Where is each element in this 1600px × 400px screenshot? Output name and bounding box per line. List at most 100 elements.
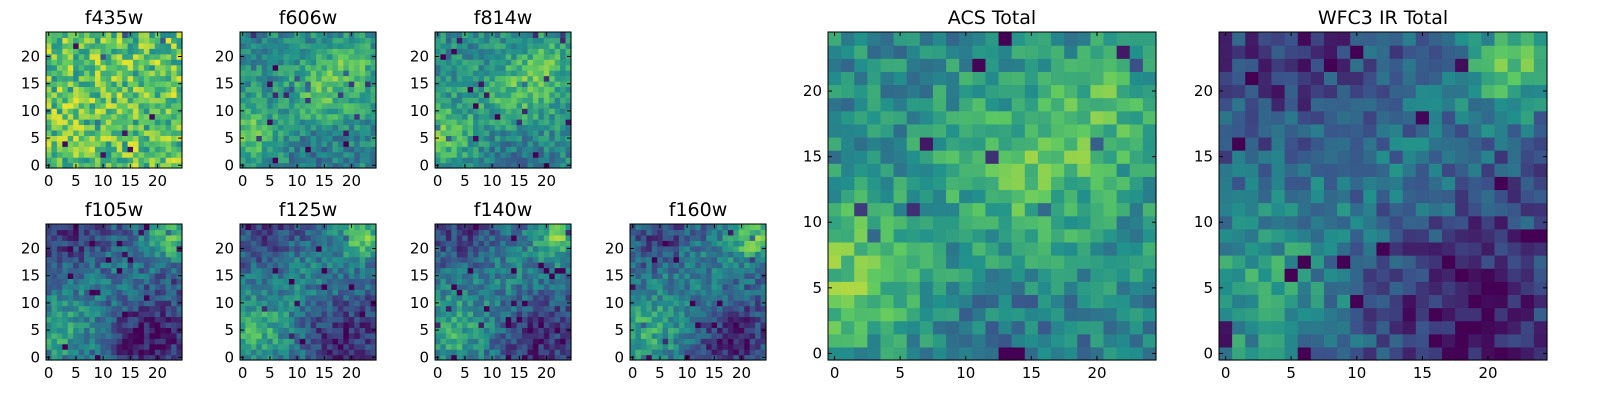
heatmap-cell xyxy=(56,256,63,263)
heatmap-cell xyxy=(538,124,545,131)
heatmap-cell xyxy=(84,294,91,301)
heatmap-cell xyxy=(283,37,290,44)
heatmap-cell xyxy=(554,305,561,312)
heatmap-cell xyxy=(250,75,257,82)
heatmap-cell xyxy=(46,91,53,98)
heatmap-cell xyxy=(760,224,767,231)
heatmap-cell xyxy=(972,202,987,217)
heatmap-cell xyxy=(511,229,518,236)
heatmap-cell xyxy=(370,349,377,356)
heatmap-cell xyxy=(283,32,290,39)
heatmap-cell xyxy=(299,305,306,312)
heatmap-cell xyxy=(165,124,172,131)
heatmap-cell xyxy=(305,245,312,252)
heatmap-cell xyxy=(105,86,112,93)
heatmap-cell xyxy=(500,224,507,231)
heatmap-cell xyxy=(250,146,257,153)
heatmap-cell xyxy=(467,70,474,77)
heatmap-cell xyxy=(516,294,523,301)
heatmap-cell xyxy=(116,53,123,60)
heatmap-cell xyxy=(473,53,480,60)
heatmap-cell xyxy=(84,245,91,252)
heatmap-cell xyxy=(143,294,150,301)
heatmap-cell xyxy=(365,305,372,312)
heatmap-cell xyxy=(516,48,523,55)
heatmap-cell xyxy=(359,349,366,356)
heatmap-cell xyxy=(489,262,496,269)
heatmap-cell xyxy=(673,354,680,361)
heatmap-cell xyxy=(359,234,366,241)
heatmap-cell xyxy=(316,289,323,296)
heatmap-cell xyxy=(462,234,469,241)
heatmap-cell xyxy=(288,332,295,339)
heatmap-cell xyxy=(554,245,561,252)
heatmap-cell xyxy=(138,129,145,136)
heatmap-cell xyxy=(565,224,572,231)
heatmap-cell xyxy=(250,289,257,296)
heatmap-cell xyxy=(630,262,637,269)
heatmap-cell xyxy=(760,343,767,350)
heatmap-cell xyxy=(365,262,372,269)
heatmap-cell xyxy=(370,70,377,77)
heatmap-cell xyxy=(706,316,713,323)
heatmap-cell xyxy=(478,48,485,55)
heatmap-cell xyxy=(711,262,718,269)
heatmap-cell xyxy=(689,272,696,279)
heatmap-cell xyxy=(1116,255,1131,269)
heatmap-cell xyxy=(500,278,507,285)
heatmap-cell xyxy=(89,102,96,109)
heatmap-cell xyxy=(337,262,344,269)
heatmap-cell xyxy=(635,294,642,301)
heatmap-cell xyxy=(1037,255,1052,269)
heatmap-cell xyxy=(171,278,178,285)
heatmap-cell xyxy=(316,338,323,345)
heatmap-cell xyxy=(500,157,507,164)
heatmap-cell xyxy=(668,300,675,307)
heatmap-cell xyxy=(505,294,512,301)
heatmap-cell xyxy=(310,162,317,169)
heatmap-cell xyxy=(538,234,545,241)
heatmap-cell xyxy=(62,64,69,71)
heatmap-cell xyxy=(332,305,339,312)
heatmap-cell xyxy=(51,37,58,44)
heatmap-cell xyxy=(706,343,713,350)
heatmap-cell xyxy=(516,64,523,71)
heatmap-cell xyxy=(456,245,463,252)
heatmap-cell xyxy=(288,224,295,231)
heatmap-cell xyxy=(760,321,767,328)
heatmap-cell xyxy=(149,354,156,361)
heatmap-cell xyxy=(727,272,734,279)
heatmap-cell xyxy=(46,267,53,274)
heatmap-cell xyxy=(299,283,306,290)
heatmap-cell xyxy=(451,311,458,318)
heatmap-cell xyxy=(972,268,987,282)
heatmap-cell xyxy=(143,140,150,147)
heatmap-cell xyxy=(116,48,123,55)
heatmap-cell xyxy=(261,162,268,169)
heatmap-cell xyxy=(365,53,372,60)
heatmap-cell xyxy=(149,256,156,263)
heatmap-cell xyxy=(668,283,675,290)
heatmap-cell xyxy=(160,157,167,164)
heatmap-cell xyxy=(278,162,285,169)
heatmap-cell xyxy=(46,251,53,258)
heatmap-cell xyxy=(122,240,129,247)
heatmap-cell xyxy=(906,346,921,361)
heatmap-cell xyxy=(893,163,908,177)
heatmap-cell xyxy=(316,53,323,60)
heatmap-cell xyxy=(494,86,501,93)
heatmap-cell xyxy=(343,251,350,258)
heatmap-cell xyxy=(56,294,63,301)
heatmap-cell xyxy=(267,146,274,153)
heatmap-cell xyxy=(327,321,334,328)
heatmap-cell xyxy=(744,294,751,301)
heatmap-cell xyxy=(473,113,480,120)
heatmap-cell xyxy=(711,278,718,285)
heatmap-cell xyxy=(299,108,306,115)
heatmap-cell xyxy=(505,119,512,126)
heatmap-cell xyxy=(543,272,550,279)
heatmap-cell xyxy=(348,305,355,312)
heatmap-cell xyxy=(256,102,263,109)
heatmap-cell xyxy=(116,113,123,120)
heatmap-cell xyxy=(760,256,767,263)
